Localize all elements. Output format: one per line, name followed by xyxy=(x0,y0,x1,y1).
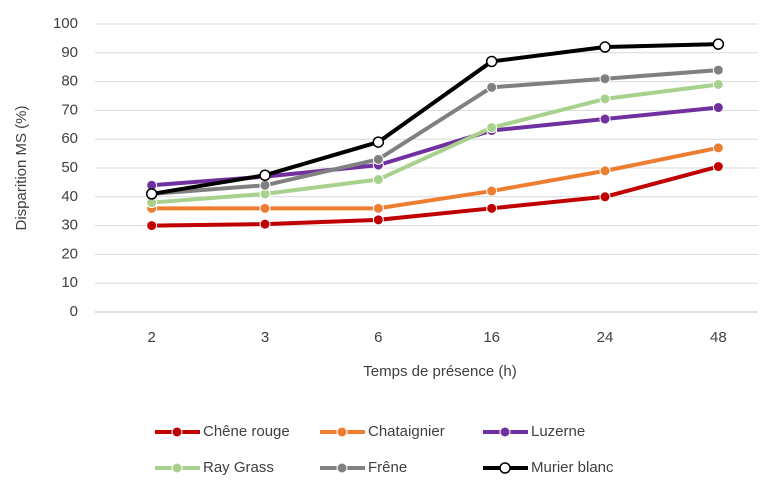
point xyxy=(372,174,384,186)
legend-label: Ray Grass xyxy=(203,459,274,476)
y-tick-label: 10 xyxy=(61,274,78,291)
y-tick-label: 50 xyxy=(61,159,78,176)
y-tick-label: 0 xyxy=(70,303,78,320)
point xyxy=(712,102,724,114)
legend-marker xyxy=(499,426,511,438)
point xyxy=(712,161,724,173)
point xyxy=(712,64,724,76)
legend-marker xyxy=(336,462,348,474)
point xyxy=(486,185,498,197)
legend-label: Chataignier xyxy=(368,423,445,440)
y-tick-label: 40 xyxy=(61,188,78,205)
point xyxy=(486,81,498,93)
point xyxy=(599,41,611,53)
point xyxy=(599,93,611,105)
legend-marker xyxy=(171,462,183,474)
x-tick-label: 48 xyxy=(710,329,727,346)
legend-label: Murier blanc xyxy=(531,459,614,476)
point xyxy=(145,188,158,200)
y-tick-label: 60 xyxy=(61,130,78,147)
series-line xyxy=(151,42,719,196)
y-tick-label: 100 xyxy=(53,15,78,32)
series-line xyxy=(151,105,719,188)
y-tick-label: 30 xyxy=(61,217,78,234)
point xyxy=(712,78,724,90)
legend-label: Luzerne xyxy=(531,423,585,440)
point xyxy=(712,38,725,50)
point xyxy=(259,218,271,230)
point xyxy=(486,202,498,214)
legend-marker xyxy=(171,426,183,438)
x-axis-label: Temps de présence (h) xyxy=(363,363,516,380)
y-tick-label: 80 xyxy=(61,73,78,90)
point xyxy=(259,202,271,214)
point xyxy=(372,214,384,226)
y-axis-label: Disparition MS (%) xyxy=(13,105,30,230)
point xyxy=(599,165,611,177)
x-tick-label: 2 xyxy=(147,329,155,346)
point xyxy=(599,113,611,125)
point xyxy=(485,55,498,68)
y-tick-label: 20 xyxy=(61,245,78,262)
legend-label: Chêne rouge xyxy=(203,423,290,440)
legend-marker xyxy=(336,426,348,438)
legend-marker xyxy=(499,462,511,474)
point xyxy=(372,153,384,165)
y-tick-label: 90 xyxy=(61,44,78,61)
x-tick-label: 16 xyxy=(483,329,500,346)
series-line xyxy=(151,164,719,228)
point xyxy=(372,136,385,148)
x-tick-label: 24 xyxy=(597,329,614,346)
y-tick-label: 70 xyxy=(61,101,78,118)
point xyxy=(372,202,384,214)
series-line xyxy=(151,82,719,205)
point xyxy=(259,179,271,191)
series-line xyxy=(151,68,719,196)
point xyxy=(259,169,271,181)
point xyxy=(486,122,498,134)
x-tick-label: 6 xyxy=(374,329,382,346)
series-line xyxy=(151,145,719,211)
point xyxy=(599,191,611,203)
point xyxy=(146,220,158,232)
x-tick-label: 3 xyxy=(261,329,269,346)
point xyxy=(712,142,724,154)
point xyxy=(599,73,611,85)
legend-label: Frêne xyxy=(368,459,407,476)
